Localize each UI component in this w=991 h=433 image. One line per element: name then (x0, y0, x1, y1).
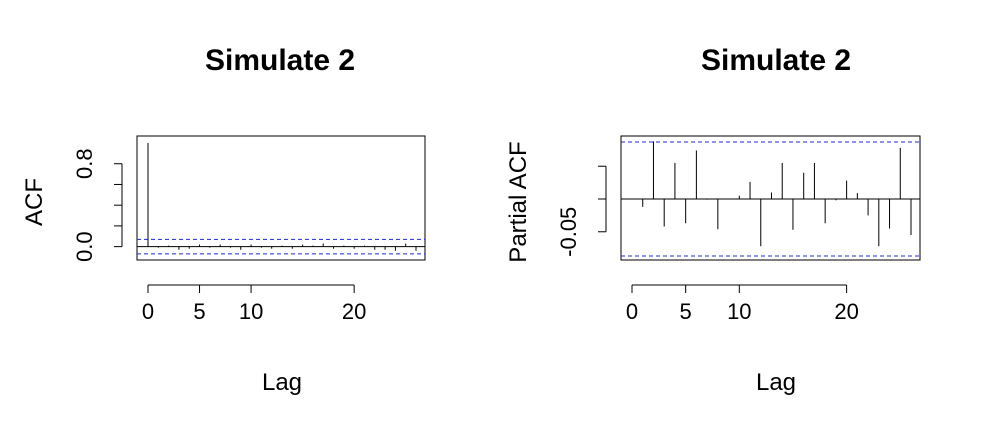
pacf-x-tick-label: 10 (727, 299, 751, 324)
pacf-y-tick-label: -0.05 (556, 207, 581, 257)
acf-x-tick-label: 20 (342, 299, 366, 324)
acf-x-axis: 0 5 10 20 (142, 284, 366, 324)
pacf-ylabel: Partial ACF (505, 141, 532, 262)
pacf-x-tick-label: 0 (626, 299, 638, 324)
acf-x-tick-label: 10 (239, 299, 263, 324)
acf-y-tick-label: 0.0 (72, 231, 97, 262)
pacf-plot-frame (620, 135, 921, 261)
pacf-xlabel: Lag (756, 369, 796, 396)
acf-y-axis: 0.0 0.8 (72, 148, 123, 262)
acf-xlabel: Lag (262, 369, 302, 396)
pacf-y-axis: -0.05 (556, 165, 607, 257)
acf-y-tick-label: 0.8 (72, 148, 97, 179)
acf-panel: Simulate 2 ACF Lag 0 5 10 20 0.0 0.8 (21, 44, 426, 396)
acf-x-tick-label: 0 (142, 299, 154, 324)
pacf-x-axis: 0 5 10 20 (626, 284, 859, 324)
pacf-x-tick-label: 5 (680, 299, 692, 324)
pacf-panel: Simulate 2 Partial ACF Lag 0 5 10 20 -0.05 (505, 44, 921, 396)
acf-title: Simulate 2 (205, 44, 355, 77)
acf-plot-frame (136, 135, 426, 261)
pacf-title: Simulate 2 (701, 44, 851, 77)
pacf-x-tick-label: 20 (834, 299, 858, 324)
acf-ylabel: ACF (21, 178, 48, 226)
acf-x-tick-label: 5 (193, 299, 205, 324)
pacf-marks (621, 141, 920, 257)
acf-marks (137, 143, 425, 255)
